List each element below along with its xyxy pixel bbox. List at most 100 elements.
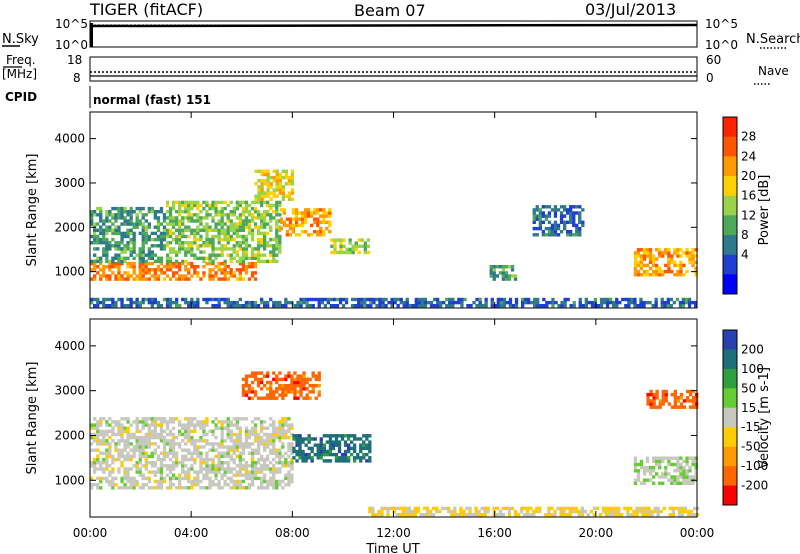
heatmap-cell bbox=[123, 483, 127, 487]
heatmap-cell bbox=[208, 261, 212, 266]
heatmap-cell bbox=[330, 250, 334, 255]
heatmap-cell bbox=[326, 297, 330, 302]
heatmap-cell bbox=[465, 506, 469, 511]
heatmap-cell bbox=[664, 456, 668, 460]
heatmap-cell bbox=[521, 300, 525, 305]
heatmap-cell bbox=[638, 506, 642, 511]
heatmap-cell bbox=[377, 509, 381, 514]
heatmap-cell bbox=[108, 470, 112, 474]
heatmap-cell bbox=[123, 426, 127, 430]
heatmap-cell bbox=[93, 268, 97, 272]
heatmap-cell bbox=[144, 213, 148, 217]
heatmap-cell bbox=[284, 194, 288, 198]
heatmap-cell bbox=[132, 261, 136, 266]
heatmap-cell bbox=[229, 448, 233, 452]
heatmap-cell bbox=[232, 473, 236, 477]
heatmap-cell bbox=[541, 214, 545, 218]
heatmap-cell bbox=[484, 297, 488, 302]
heatmap-cell bbox=[93, 222, 97, 226]
heatmap-cell bbox=[175, 454, 179, 459]
heatmap-cell bbox=[550, 208, 555, 212]
heatmap-cell bbox=[313, 208, 317, 212]
heatmap-cell bbox=[538, 220, 542, 224]
heatmap-cell bbox=[343, 443, 348, 447]
heatmap-cell bbox=[105, 256, 109, 260]
heatmap-cell bbox=[175, 241, 179, 245]
heatmap-cell bbox=[211, 483, 215, 487]
heatmap-cell bbox=[647, 513, 651, 517]
heatmap-cell bbox=[123, 219, 127, 223]
heatmap-cell bbox=[199, 234, 203, 239]
heatmap-cell bbox=[272, 486, 276, 490]
heatmap-cell bbox=[645, 251, 650, 255]
heatmap-cell bbox=[536, 304, 540, 308]
heatmap-cell bbox=[260, 213, 264, 217]
heatmap-cell bbox=[226, 464, 230, 468]
heatmap-cell bbox=[266, 486, 270, 490]
heatmap-cell bbox=[238, 464, 242, 468]
heatmap-cell bbox=[263, 210, 267, 214]
heatmap-cell bbox=[578, 220, 582, 224]
heatmap-cell bbox=[275, 486, 279, 490]
heatmap-cell bbox=[165, 420, 170, 424]
heatmap-cell bbox=[159, 241, 164, 245]
heatmap-cell bbox=[175, 228, 179, 232]
heatmap-cell bbox=[217, 304, 221, 308]
heatmap-cell bbox=[333, 247, 337, 252]
heatmap-cell bbox=[111, 461, 115, 465]
heatmap-cell bbox=[214, 442, 218, 446]
heatmap-cell bbox=[307, 446, 311, 451]
heatmap-cell bbox=[302, 377, 306, 382]
heatmap-cell bbox=[223, 261, 227, 266]
heatmap-cell bbox=[351, 304, 355, 308]
heatmap-cell bbox=[96, 448, 100, 452]
heatmap-cell bbox=[144, 237, 148, 242]
heatmap-cell bbox=[390, 304, 394, 308]
heatmap-cell bbox=[667, 478, 671, 482]
heatmap-cell bbox=[196, 244, 200, 248]
heatmap-cell bbox=[680, 506, 685, 511]
heatmap-cell bbox=[175, 277, 179, 281]
heatmap-cell bbox=[226, 454, 230, 459]
heatmap-cell bbox=[105, 439, 109, 443]
heatmap-cell bbox=[144, 451, 148, 455]
heatmap-cell bbox=[132, 250, 136, 254]
heatmap-cell bbox=[266, 210, 270, 214]
heatmap-cell bbox=[211, 247, 215, 251]
heatmap-cell bbox=[181, 297, 185, 302]
heatmap-cell bbox=[114, 261, 118, 266]
heatmap-cell bbox=[395, 506, 399, 511]
heatmap-cell bbox=[301, 440, 305, 444]
heatmap-cell bbox=[193, 426, 197, 430]
heatmap-cell bbox=[187, 250, 191, 254]
heatmap-cell bbox=[626, 506, 630, 511]
heatmap-cell bbox=[578, 205, 582, 209]
heatmap-cell bbox=[93, 277, 97, 281]
heatmap-cell bbox=[208, 470, 212, 474]
heatmap-cell bbox=[347, 456, 351, 460]
heatmap-cell bbox=[153, 432, 157, 437]
heatmap-cell bbox=[156, 432, 161, 437]
heatmap-cell bbox=[244, 390, 249, 394]
heatmap-cell bbox=[217, 479, 221, 484]
heatmap-cell bbox=[294, 217, 299, 221]
heatmap-cell bbox=[129, 216, 133, 220]
heatmap-cell bbox=[670, 478, 674, 482]
heatmap-cell bbox=[609, 297, 613, 302]
heatmap-cell bbox=[305, 377, 309, 382]
heatmap-cell bbox=[247, 451, 252, 455]
heatmap-cell bbox=[181, 464, 185, 468]
heatmap-cell bbox=[105, 228, 109, 232]
heatmap-cell bbox=[132, 210, 136, 214]
heatmap-cell bbox=[483, 513, 487, 517]
heatmap-cell bbox=[202, 426, 206, 430]
heatmap-cell bbox=[181, 274, 185, 278]
heatmap-cell bbox=[199, 256, 203, 260]
heatmap-cell bbox=[632, 513, 636, 517]
heatmap-cell bbox=[307, 434, 311, 438]
heatmap-cell bbox=[247, 384, 252, 388]
heatmap-cell bbox=[301, 459, 305, 463]
heatmap-cell bbox=[217, 461, 221, 465]
heatmap-cell bbox=[256, 213, 261, 217]
heatmap-cell bbox=[247, 432, 252, 437]
